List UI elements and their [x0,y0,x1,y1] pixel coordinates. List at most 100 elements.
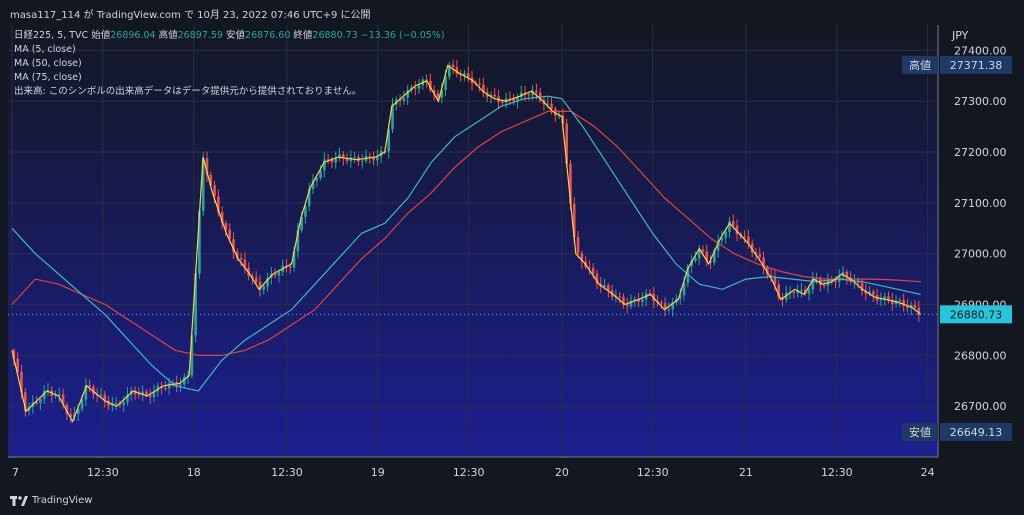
price-markers: 高値 27371.38 26880.73 安値 26649.13 [8,55,1012,442]
candle-body [504,98,508,103]
candle-body [304,205,307,217]
currency-label: JPY [951,29,969,42]
candle-body [546,103,550,105]
candle-body [42,390,46,400]
candle-body [694,258,697,261]
candle-body [834,280,837,282]
candle-body [391,104,394,130]
candle-body [84,385,88,400]
tradingview-logo[interactable]: TradingView [10,495,92,506]
x-tick-label: 24 [921,466,935,479]
candle-body [682,282,686,296]
y-tick-label: 27400.00 [954,44,1007,57]
ma50-line [11,95,921,392]
candle-body [190,335,194,376]
time-axis-area [8,457,938,487]
candle-body [697,249,701,259]
candle-body [550,103,553,109]
x-tick-label: 19 [371,466,385,479]
candle-body [217,196,220,213]
candle-body [145,391,148,396]
candle-body [580,253,584,262]
candle-body [425,79,428,81]
candle-body [887,296,890,301]
candle-body [164,388,167,390]
time-axis: 7 12:30 18 12:30 19 12:30 20 12:30 21 12:30 24 [8,456,938,479]
candle-body [330,159,334,163]
candle-body [648,293,652,295]
candle-body [883,296,887,300]
candle-body [531,90,534,96]
candle-body [213,185,216,197]
candle-body [709,261,712,263]
candle-body [413,87,417,89]
candle-body [777,284,780,298]
candle-body [243,259,247,268]
candle-body [807,289,811,294]
candle-body [319,170,322,179]
candle-body [716,240,720,251]
candle-body [258,281,262,290]
x-tick-label: 7 [12,466,19,479]
candle-body [478,83,481,85]
candle-body [417,85,421,89]
candle-body [194,273,197,336]
candle-body [387,129,391,152]
candle-body [262,286,266,290]
candle-body [690,260,693,267]
candle-body [296,230,300,252]
candle-body [535,90,538,93]
candle-body [762,257,765,268]
candle-body [811,278,815,290]
marker-label-bg [902,55,938,74]
candle-body [663,303,667,310]
candle-body [720,237,724,241]
candle-body [338,154,341,159]
candle-body [288,266,292,268]
candle-body [76,408,80,414]
candle-body [103,394,107,401]
candle-body [902,300,905,306]
candle-body [432,90,436,94]
candle-body [769,274,773,277]
y-tick-label: 27300.00 [954,95,1007,108]
candle-body [561,115,565,124]
candle-body [917,307,921,316]
candle-body [625,304,629,307]
candle-body [591,267,595,274]
candle-body [701,249,705,252]
candle-body [754,252,758,255]
chart-frame[interactable]: 26700.00 26800.00 26900.00 27000.00 27100.00… [8,25,1014,487]
candle-body [228,229,232,240]
x-tick-label: 21 [739,466,753,479]
candle-body [572,203,576,238]
plot-background [8,25,938,457]
candle-body [182,376,186,385]
candle-body [466,73,470,78]
candle-body [444,76,447,90]
candle-body [482,84,485,93]
candle-body [99,394,103,396]
candle-body [65,404,69,415]
candle-body [860,282,864,291]
candle-body [792,292,796,294]
candle-body [463,73,466,76]
tradingview-icon [10,495,28,506]
marker-label-bg [902,423,938,442]
candle-body [341,154,345,159]
candle-body [39,399,42,404]
candle-body [35,402,38,404]
candle-body [660,302,663,304]
publish-header-text: masa117_114 が TradingView.com で 10月 23, … [10,10,371,21]
candle-body [815,278,818,280]
ma75-line [11,110,921,356]
candle-body [512,98,515,102]
candle-body [88,385,91,387]
x-tick-label: 12:30 [453,466,485,479]
candle-body [323,159,326,171]
candle-body [372,156,375,161]
candle-body [607,285,610,291]
candle-body [633,298,637,301]
y-tick-label: 26800.00 [954,349,1007,362]
price-chart[interactable]: 26700.0026800.0026900.0027000.0027100.00… [8,25,1014,487]
